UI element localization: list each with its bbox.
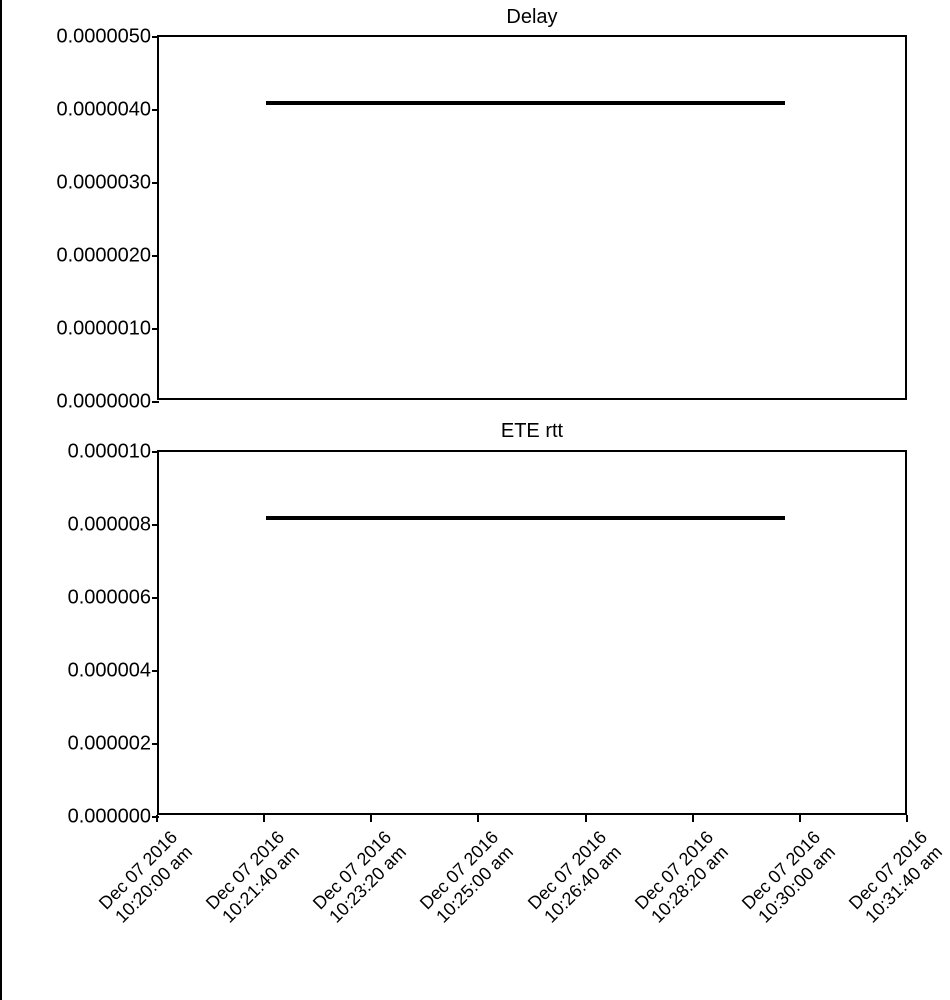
delay-ytick-mark <box>152 401 159 403</box>
x-tick-label: Dec 07 201610:21:40 am <box>202 827 303 928</box>
ete-rtt-ytick-label: 0.000006 <box>68 587 151 610</box>
x-tick-mark <box>585 815 587 822</box>
delay-ytick-label: 0.0000030 <box>56 172 151 195</box>
ete-rtt-series-line <box>266 516 785 520</box>
delay-ytick-mark <box>152 328 159 330</box>
ete-rtt-ytick-mark <box>152 743 159 745</box>
x-tick-label: Dec 07 201610:31:40 am <box>845 827 946 928</box>
x-tick-label: Dec 07 201610:25:00 am <box>416 827 517 928</box>
x-tick-mark <box>370 815 372 822</box>
x-tick-mark <box>477 815 479 822</box>
x-tick-mark <box>692 815 694 822</box>
delay-ytick-mark <box>152 36 159 38</box>
ete-rtt-ytick-label: 0.000002 <box>68 733 151 756</box>
delay-ytick-label: 0.0000040 <box>56 99 151 122</box>
ete-rtt-title: ETE rtt <box>157 420 907 443</box>
ete-rtt-ytick-mark <box>152 597 159 599</box>
delay-ytick-label: 0.0000020 <box>56 245 151 268</box>
ete-rtt-plot-area: 0.0000000.0000020.0000040.0000060.000008… <box>157 450 907 815</box>
delay-title: Delay <box>157 6 907 29</box>
x-tick-label: Dec 07 201610:26:40 am <box>523 827 624 928</box>
ete-rtt-ytick-label: 0.000010 <box>68 441 151 464</box>
ete-rtt-ytick-mark <box>152 670 159 672</box>
chart-container: Delay0.00000000.00000100.00000200.000003… <box>0 0 950 1000</box>
delay-ytick-mark <box>152 182 159 184</box>
x-tick-mark <box>906 815 908 822</box>
x-tick-label: Dec 07 201610:20:00 am <box>95 827 196 928</box>
x-tick-label: Dec 07 201610:28:20 am <box>631 827 732 928</box>
delay-ytick-mark <box>152 255 159 257</box>
delay-ytick-label: 0.0000050 <box>56 26 151 49</box>
ete-rtt-ytick-label: 0.000004 <box>68 660 151 683</box>
ete-rtt-ytick-label: 0.000008 <box>68 514 151 537</box>
ete-rtt-ytick-label: 0.000000 <box>68 806 151 829</box>
x-tick-mark <box>156 815 158 822</box>
x-tick-mark <box>263 815 265 822</box>
x-tick-label: Dec 07 201610:30:00 am <box>738 827 839 928</box>
delay-series-line <box>266 101 785 105</box>
ete-rtt-ytick-mark <box>152 524 159 526</box>
delay-ytick-label: 0.0000000 <box>56 391 151 414</box>
delay-plot-area: 0.00000000.00000100.00000200.00000300.00… <box>157 35 907 400</box>
delay-ytick-mark <box>152 109 159 111</box>
ete-rtt-ytick-mark <box>152 451 159 453</box>
x-tick-mark <box>799 815 801 822</box>
x-tick-label: Dec 07 201610:23:20 am <box>309 827 410 928</box>
delay-ytick-label: 0.0000010 <box>56 318 151 341</box>
